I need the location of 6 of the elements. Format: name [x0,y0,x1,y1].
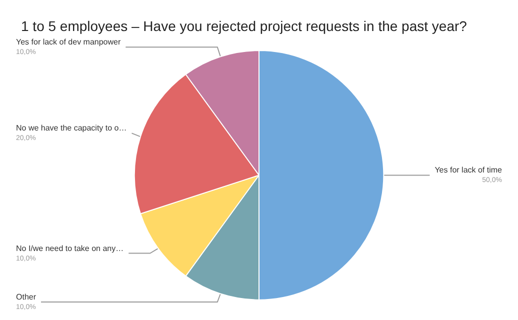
chart-title: 1 to 5 employees – Have you rejected project requests in the past year? [21,18,468,34]
slice-label: Yes for lack of time [434,166,503,175]
slice-label: Yes for lack of dev manpower [16,38,121,47]
slice-label: Other [16,292,36,302]
slice-label: No we have the capacity to o… [16,124,127,133]
slice-label: No I/we need to take on any… [16,244,124,253]
